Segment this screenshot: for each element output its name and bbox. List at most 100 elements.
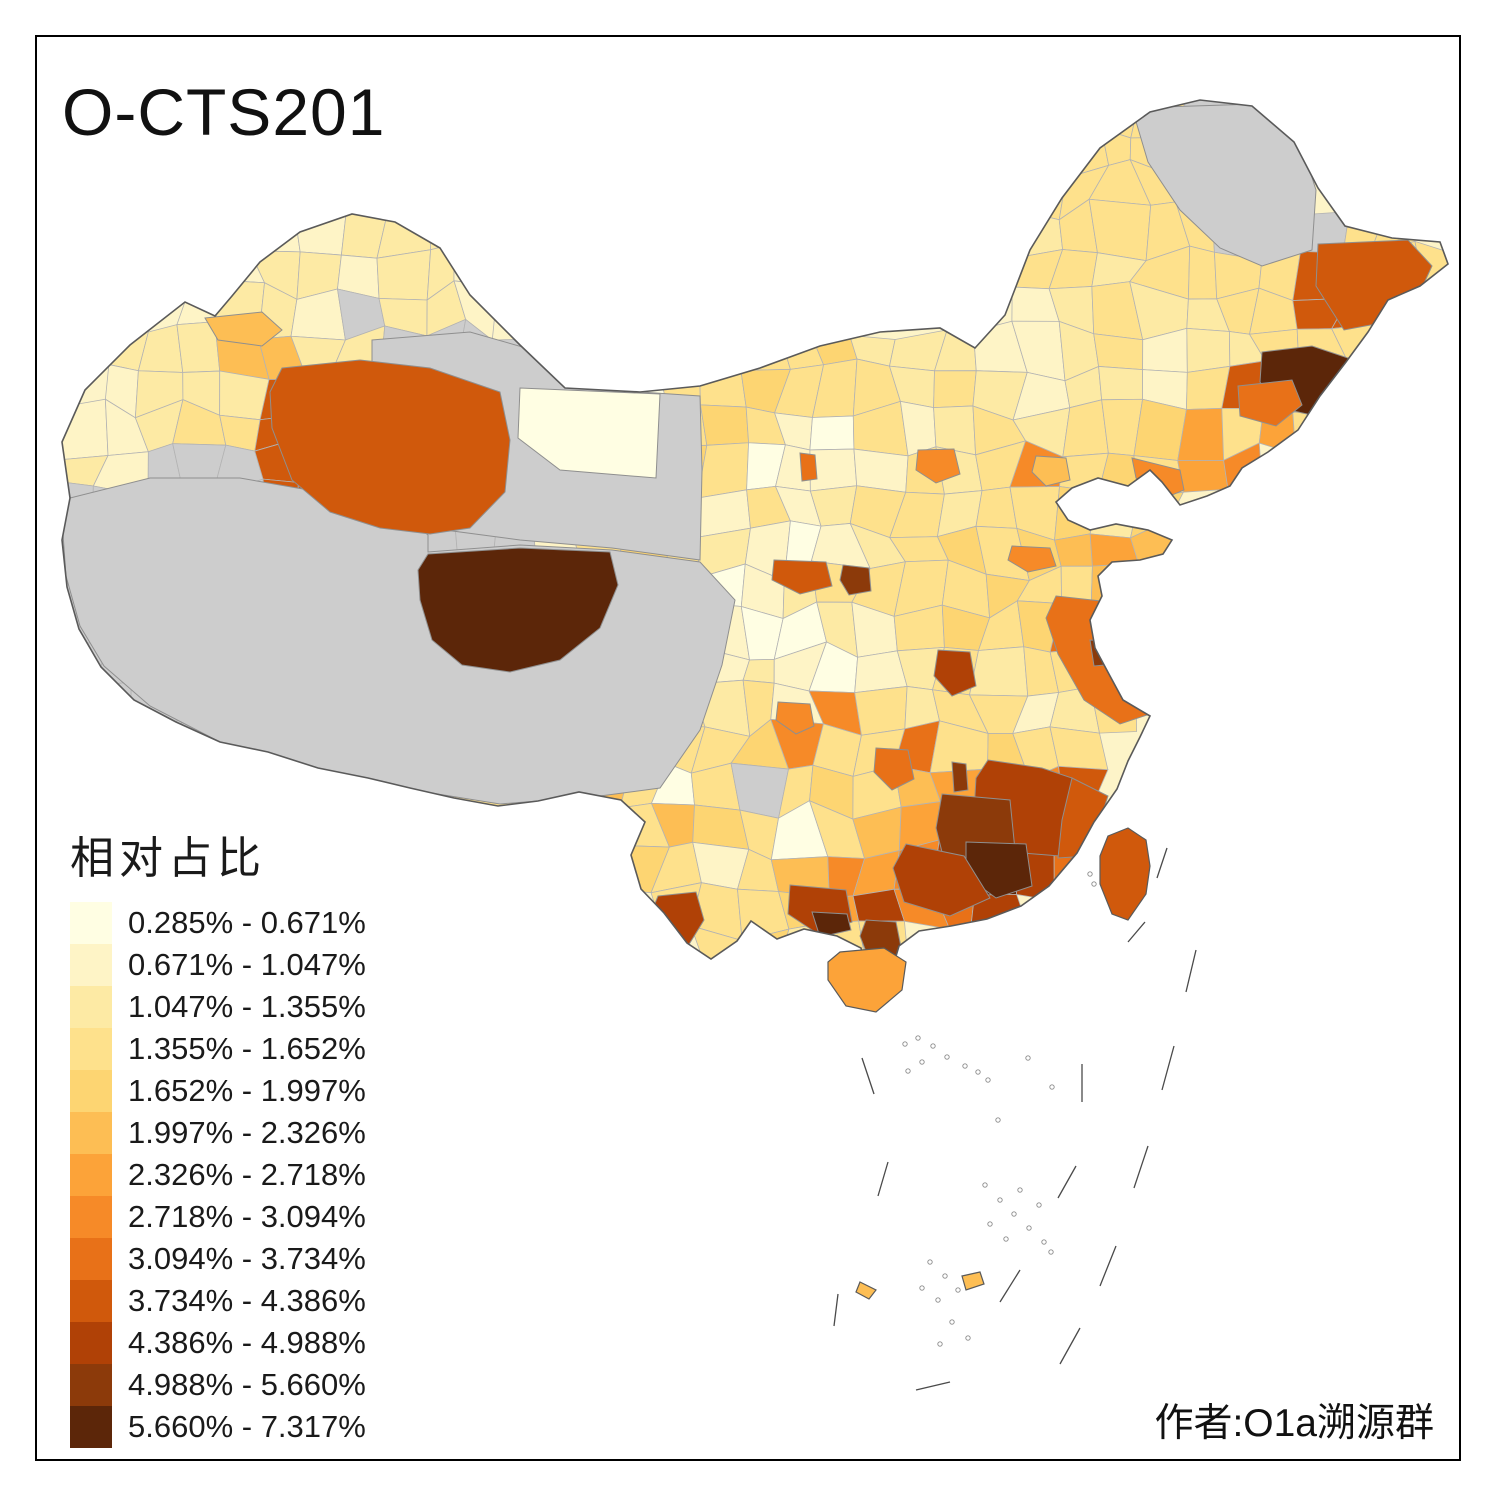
prefecture-cell: [656, 319, 700, 366]
sea-dash-segment: [833, 1293, 839, 1327]
prefecture-cell: [129, 719, 188, 774]
paracel-island-2: [855, 1281, 877, 1300]
legend-item: 1.047% - 1.355%: [70, 986, 366, 1028]
small-island-dot: [935, 1297, 941, 1303]
legend-swatch: [70, 1028, 112, 1070]
small-island-dot: [1017, 1187, 1023, 1193]
prefecture-cell: [933, 370, 977, 409]
sea-dash-segment: [1127, 921, 1146, 943]
plot-frame: [35, 35, 1461, 1461]
mudanjiang-orange: [1237, 379, 1303, 427]
prefecture-cell: [610, 326, 659, 378]
legend-item: 2.718% - 3.094%: [70, 1196, 366, 1238]
prefecture-cell: [137, 324, 184, 373]
prefecture-cell: [809, 415, 855, 451]
legend-swatch: [70, 1364, 112, 1406]
prefecture-cell: [699, 364, 747, 408]
prefecture-cell: [698, 319, 742, 371]
small-island-dot: [927, 1259, 933, 1265]
lanzhou-orange-spot: [771, 559, 833, 595]
legend-item: 4.988% - 5.660%: [70, 1364, 366, 1406]
prefecture-cell: [255, 772, 293, 809]
legend-swatch: [70, 944, 112, 986]
legend-item: 0.285% - 0.671%: [70, 902, 366, 944]
ili-orange-strip: [204, 311, 283, 347]
legend-item: 4.386% - 4.988%: [70, 1322, 366, 1364]
prefecture-cell: [732, 330, 791, 371]
legend-label: 4.386% - 4.988%: [128, 1325, 366, 1360]
legend-swatch: [70, 1154, 112, 1196]
attribution: 作者:O1a溯源群: [1154, 1402, 1434, 1445]
small-island-dot: [1003, 1236, 1009, 1242]
prefecture-cell: [969, 646, 1029, 697]
prefecture-cell: [572, 326, 616, 378]
prefecture-cell: [1292, 407, 1350, 460]
small-island-dot: [1025, 1055, 1031, 1061]
small-island-dot: [975, 1069, 981, 1075]
legend-swatch: [70, 1280, 112, 1322]
beijing-orange-spot: [1031, 455, 1071, 487]
guizhou-orange: [873, 747, 915, 791]
prefecture-cell: [293, 199, 349, 256]
prefecture-cell: [1090, 609, 1148, 652]
legend-label: 0.671% - 1.047%: [128, 947, 366, 982]
prefecture-cell: [249, 198, 301, 253]
prefecture-cell: [1348, 365, 1380, 409]
small-island-dot: [1026, 1225, 1032, 1231]
small-island-dot: [942, 1273, 948, 1279]
sea-dash-segment: [1185, 949, 1197, 993]
legend: 相对占比 0.285% - 0.671% 0.671% - 1.047% 1.047…: [70, 822, 366, 1448]
prefecture-cell: [212, 769, 261, 809]
xinjiang-bayingol-orange: [269, 359, 511, 535]
small-island-dot: [1048, 1249, 1054, 1255]
prefecture-cell: [1090, 563, 1148, 620]
legend-item: 5.660% - 7.317%: [70, 1406, 366, 1448]
wulanchabu-orange: [915, 448, 961, 484]
legend-label: 1.997% - 2.326%: [128, 1115, 366, 1150]
hainan-island: [827, 947, 907, 1013]
small-island-dot: [1091, 881, 1097, 887]
chengdu-orange: [775, 701, 815, 735]
prefecture-cell: [809, 448, 858, 492]
small-island-dot: [1011, 1211, 1017, 1217]
legend-swatch: [70, 1070, 112, 1112]
small-island-dot: [919, 1285, 925, 1291]
legend-label: 1.047% - 1.355%: [128, 989, 366, 1024]
prefecture-cell: [854, 685, 908, 736]
map-title: O-CTS201: [62, 75, 386, 149]
sea-dash-segment: [915, 1381, 951, 1391]
prefecture-cell: [290, 772, 350, 802]
legend-label: 3.094% - 3.734%: [128, 1241, 366, 1276]
small-island-dot: [1087, 871, 1093, 877]
prefecture-cell: [740, 928, 790, 977]
small-island-dot: [1049, 1084, 1055, 1090]
small-island-dot: [919, 1059, 925, 1065]
legend-title: 相对占比: [70, 834, 266, 883]
legend-item: 2.326% - 2.718%: [70, 1154, 366, 1196]
small-island-dot: [987, 1221, 993, 1227]
small-island-dot: [915, 1035, 921, 1041]
guangdong-mid-dark: [892, 843, 991, 917]
prefecture-cell: [1062, 399, 1109, 458]
pale-hami-region: [517, 387, 661, 479]
legend-items: 0.285% - 0.671% 0.671% - 1.047% 1.047% - 1…: [70, 902, 366, 1448]
legend-label: 0.285% - 0.671%: [128, 905, 366, 940]
prefecture-cell: [1187, 245, 1218, 300]
hubei-dark-spot: [933, 649, 977, 697]
sea-dash-segment: [1057, 1165, 1077, 1199]
legend-label: 1.652% - 1.997%: [128, 1073, 366, 1108]
legend-item: 0.671% - 1.047%: [70, 944, 366, 986]
chongzuo-darkest: [811, 911, 852, 938]
small-island-dot: [944, 1054, 950, 1060]
bayannur-sliver: [799, 452, 818, 482]
prefecture-cell: [853, 448, 909, 493]
legend-label: 3.734% - 4.386%: [128, 1283, 366, 1318]
legend-swatch: [70, 986, 112, 1028]
legend-swatch: [70, 902, 112, 944]
legend-label: 4.988% - 5.660%: [128, 1367, 366, 1402]
prefecture-cell: [428, 199, 458, 251]
small-island-dot: [937, 1341, 943, 1347]
small-island-dot: [930, 1043, 936, 1049]
